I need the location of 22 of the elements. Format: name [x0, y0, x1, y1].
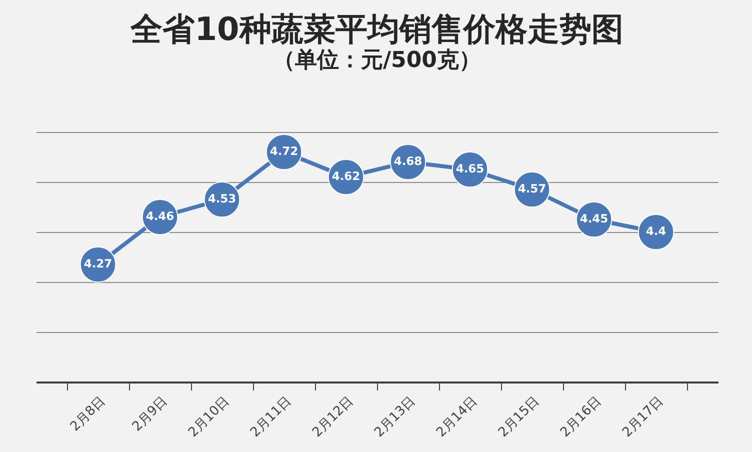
chart-subtitle: （单位：元/500克） [273, 48, 481, 73]
x-tick-label: 2月15日 [496, 394, 542, 440]
data-label: 4.65 [456, 162, 484, 176]
data-label: 4.46 [146, 209, 174, 223]
data-label: 4.4 [646, 224, 666, 238]
x-tick-label: 2月14日 [434, 394, 480, 440]
x-tick-label: 2月16日 [558, 394, 604, 440]
data-label: 4.57 [518, 182, 546, 196]
data-label: 4.72 [270, 144, 298, 158]
chart-title: 全省10种蔬菜平均销售价格走势图 [130, 10, 624, 48]
data-label: 4.27 [84, 256, 112, 270]
x-tick-label: 2月9日 [130, 394, 170, 434]
x-tick-label: 2月8日 [68, 394, 108, 434]
data-label: 4.53 [208, 192, 236, 206]
data-label: 4.45 [580, 212, 608, 226]
x-tick-label: 2月12日 [310, 394, 356, 440]
x-tick-label: 2月13日 [372, 394, 418, 440]
x-tick-label: 2月17日 [620, 394, 666, 440]
x-tick-label: 2月11日 [248, 394, 294, 440]
x-tick-label: 2月10日 [186, 394, 232, 440]
data-label: 4.68 [394, 154, 422, 168]
data-label: 4.62 [332, 169, 360, 183]
